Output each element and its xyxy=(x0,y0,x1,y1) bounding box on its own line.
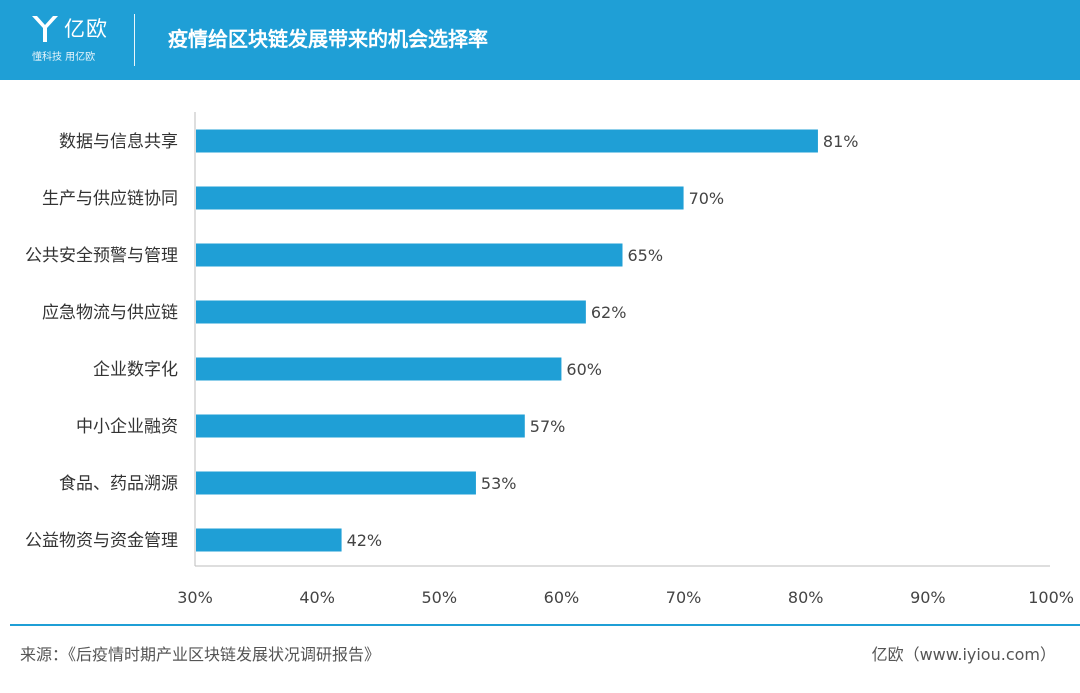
category-label: 公共安全预警与管理 xyxy=(25,246,178,266)
bar xyxy=(196,528,342,552)
brand-logo[interactable]: 亿欧 懂科技 用亿欧 xyxy=(30,10,110,70)
category-label: 公益物资与资金管理 xyxy=(25,531,178,551)
value-label: 53% xyxy=(481,474,517,493)
chart-bars xyxy=(196,129,818,552)
bar xyxy=(196,357,562,381)
logo-slogan: 懂科技 用亿欧 xyxy=(32,52,96,63)
logo-y-icon xyxy=(32,16,58,42)
x-tick-label: 30% xyxy=(177,588,213,607)
category-label: 企业数字化 xyxy=(93,360,178,380)
chart-axes xyxy=(194,112,1050,567)
bar xyxy=(196,471,476,495)
header-divider xyxy=(134,14,135,66)
category-label: 数据与信息共享 xyxy=(59,132,178,152)
category-label: 生产与供应链协同 xyxy=(42,189,178,209)
x-tick-label: 60% xyxy=(544,588,580,607)
value-label: 57% xyxy=(530,417,566,436)
value-label: 62% xyxy=(591,303,627,322)
category-label: 应急物流与供应链 xyxy=(42,303,178,323)
bar xyxy=(196,300,586,324)
x-tick-label: 100% xyxy=(1028,588,1074,607)
x-tick-label: 40% xyxy=(299,588,335,607)
category-labels: 数据与信息共享生产与供应链协同公共安全预警与管理应急物流与供应链企业数字化中小企… xyxy=(25,132,178,551)
value-label: 65% xyxy=(628,246,664,265)
page-title: 疫情给区块链发展带来的机会选择率 xyxy=(168,27,488,51)
value-labels: 81% 70% 65% 62% 60% 57% 53% 42% xyxy=(347,132,859,550)
x-tick-label: 80% xyxy=(788,588,824,607)
bar xyxy=(196,186,684,210)
value-label: 42% xyxy=(347,531,383,550)
category-label: 中小企业融资 xyxy=(76,417,178,437)
footer-divider xyxy=(10,624,1080,626)
bar-chart: 数据与信息共享生产与供应链协同公共安全预警与管理应急物流与供应链企业数字化中小企… xyxy=(25,112,1074,607)
bar xyxy=(196,414,525,438)
value-label: 60% xyxy=(566,360,602,379)
x-tick-labels: 30% 40% 50% 60% 70% 80% 90% 100% xyxy=(177,588,1074,607)
x-tick-label: 90% xyxy=(910,588,946,607)
source-note: 来源：《后疫情时期产业区块链发展状况调研报告》 xyxy=(20,645,381,664)
bar xyxy=(196,243,623,267)
category-label: 食品、药品溯源 xyxy=(59,474,178,494)
value-label: 70% xyxy=(689,189,725,208)
bar xyxy=(196,129,818,153)
brand-credit: 亿欧（www.iyiou.com） xyxy=(871,645,1056,664)
logo-text: 亿欧 xyxy=(64,17,108,41)
value-label: 81% xyxy=(823,132,859,151)
x-tick-label: 70% xyxy=(666,588,702,607)
header-bar: 亿欧 懂科技 用亿欧 疫情给区块链发展带来的机会选择率 xyxy=(0,0,1080,80)
x-tick-label: 50% xyxy=(422,588,458,607)
